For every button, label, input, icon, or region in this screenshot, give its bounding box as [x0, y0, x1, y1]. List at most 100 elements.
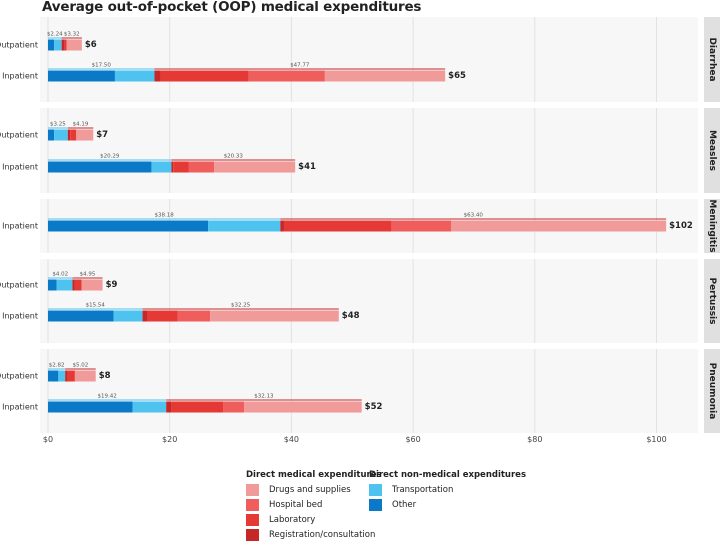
- facet-strip: [704, 108, 720, 193]
- medical-value-label: $63.40: [464, 213, 484, 219]
- legend-swatch: [246, 529, 259, 541]
- legend-nonmedical: Direct non-medical expenditures Transpor…: [369, 470, 526, 511]
- medical-value-label: $4.95: [80, 272, 96, 278]
- facet-strip: [704, 17, 720, 102]
- bar-segment-laboratory: [64, 39, 67, 51]
- bar-segment-hospital-bed: [177, 310, 211, 322]
- bar-segment-laboratory: [160, 70, 249, 82]
- bar-segment-registration-consultation: [61, 39, 65, 51]
- chart-title: Average out-of-pocket (OOP) medical expe…: [42, 0, 422, 15]
- nonmedical-value-label: $19.42: [97, 394, 116, 400]
- medical-value-label: $47.77: [290, 63, 310, 69]
- x-tick-label: $60: [405, 435, 420, 444]
- bar-segment-other: [48, 401, 133, 413]
- legend-label: Drugs and supplies: [269, 485, 351, 495]
- bar-segment-transportation: [58, 370, 66, 382]
- total-value-label: $7: [96, 130, 108, 140]
- medical-value-label: $3.32: [64, 32, 80, 38]
- row-label-inpatient: Inpatient: [2, 72, 38, 81]
- row-label-inpatient: Inpatient: [2, 163, 38, 172]
- legend-medical: Direct medical expenditures Drugs and su…: [246, 470, 382, 541]
- legend-item-drugs: Drugs and supplies: [246, 484, 351, 496]
- nonmedical-value-label: $2.24: [47, 32, 63, 38]
- row-label-outpatient: Outpatient: [0, 131, 38, 140]
- panel-background: [40, 17, 698, 102]
- bar-segment-other: [48, 310, 114, 322]
- nonmedical-value-label: $15.54: [86, 303, 106, 309]
- bar-segment-other: [48, 279, 57, 291]
- row-label-inpatient: Inpatient: [2, 403, 38, 412]
- legend-item-hospital-bed: Hospital bed: [246, 499, 322, 511]
- x-tick-label: $80: [527, 435, 542, 444]
- bar-segment-other: [48, 370, 59, 382]
- bar-segment-other: [48, 39, 55, 51]
- total-value-label: $9: [106, 280, 118, 290]
- bar-segment-laboratory: [67, 370, 75, 382]
- bar-segment-laboratory: [173, 161, 189, 173]
- facet-strip: [704, 259, 720, 343]
- facet-label-pertussis: Pertussis: [707, 277, 717, 324]
- bar-segment-hospital-bed: [248, 70, 325, 82]
- nonmedical-value-label: $2.82: [49, 363, 65, 369]
- facet-label-pneumonia: Pneumonia: [707, 363, 717, 420]
- bar-segment-registration-consultation: [67, 129, 71, 141]
- panel-background: [40, 349, 698, 433]
- legend-label: Other: [392, 500, 417, 510]
- bar-segment-registration-consultation: [280, 220, 284, 232]
- bar-segment-hospital-bed: [223, 401, 245, 413]
- facet-label-measles: Measles: [707, 130, 717, 171]
- legend-swatch: [369, 484, 382, 496]
- panel-background: [40, 259, 698, 343]
- bar-segment-transportation: [113, 310, 143, 322]
- bar-segment-laboratory: [70, 129, 77, 141]
- row-label-inpatient: Inpatient: [2, 222, 38, 231]
- medical-value-label: $32.25: [231, 303, 251, 309]
- total-value-label: $102: [669, 221, 693, 231]
- medical-value-label: $32.13: [254, 394, 274, 400]
- x-tick-label: $40: [284, 435, 299, 444]
- panel-background: [40, 108, 698, 193]
- bar-segment-other: [48, 70, 115, 82]
- bar-segment-other: [48, 129, 55, 141]
- legend-item-transportation: Transportation: [369, 484, 453, 496]
- bar-segment-hospital-bed: [188, 161, 215, 173]
- bar-segment-drugs-and-supplies: [244, 401, 362, 413]
- nonmedical-value-label: $17.50: [92, 63, 112, 69]
- legend-label: Laboratory: [269, 515, 316, 525]
- bar-segment-transportation: [56, 279, 73, 291]
- nonmedical-value-label: $3.25: [50, 122, 66, 128]
- bar-segment-laboratory: [74, 279, 82, 291]
- bar-segment-transportation: [54, 39, 62, 51]
- stacked-bar-chart: Diarrhea Outpatient $2.24$3.32 $6 Inpatient $…: [0, 17, 720, 444]
- legend-label: Hospital bed: [269, 500, 323, 510]
- bar-segment-registration-consultation: [72, 279, 75, 291]
- x-tick-label: $20: [162, 435, 177, 444]
- bar-segment-transportation: [208, 220, 281, 232]
- bar-segment-transportation: [151, 161, 172, 173]
- bar-segment-laboratory: [283, 220, 392, 232]
- legend-swatch: [246, 484, 259, 496]
- bar-segment-laboratory: [171, 401, 224, 413]
- bar-segment-laboratory: [147, 310, 178, 322]
- bar-segment-transportation: [54, 129, 68, 141]
- bar-segment-registration-consultation: [154, 70, 161, 82]
- row-label-inpatient: Inpatient: [2, 312, 38, 321]
- row-label-outpatient: Outpatient: [0, 372, 38, 381]
- facet-strip: [704, 199, 720, 253]
- bar-segment-drugs-and-supplies: [81, 279, 103, 291]
- legend-item-registration: Registration/consultation: [246, 529, 375, 541]
- legend-label: Transportation: [392, 485, 454, 495]
- facet-label-diarrhea: Diarrhea: [707, 37, 717, 81]
- bar-segment-drugs-and-supplies: [76, 129, 94, 141]
- legend-label: Registration/consultation: [269, 530, 376, 540]
- legend-item-laboratory: Laboratory: [246, 514, 315, 526]
- nonmedical-value-label: $20.29: [100, 154, 120, 160]
- bar-segment-hospital-bed: [391, 220, 452, 232]
- x-tick-label: $100: [646, 435, 666, 444]
- bar-segment-drugs-and-supplies: [324, 70, 446, 82]
- total-value-label: $65: [448, 71, 466, 81]
- medical-value-label: $5.02: [73, 363, 89, 369]
- bar-segment-transportation: [114, 70, 155, 82]
- bar-segment-drugs-and-supplies: [210, 310, 339, 322]
- medical-value-label: $4.19: [73, 122, 89, 128]
